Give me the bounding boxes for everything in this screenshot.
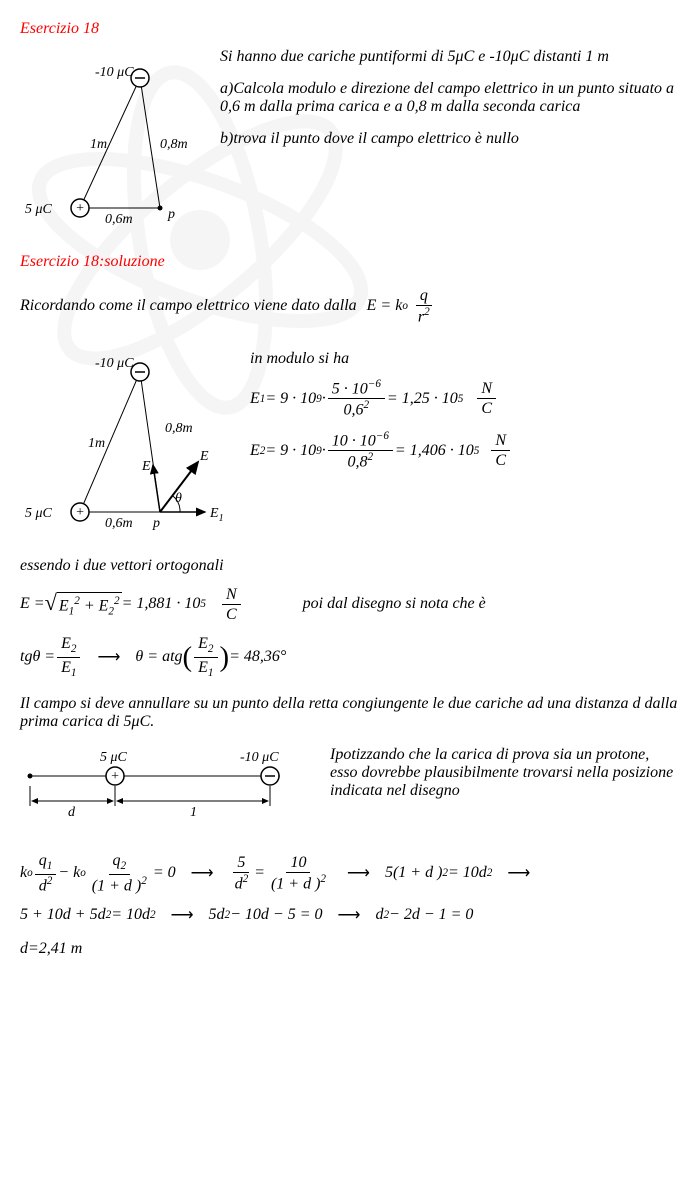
formula-E-frac: q r2 <box>414 286 434 327</box>
arrow-icon: ⟶ <box>171 905 194 925</box>
arrow-icon: ⟶ <box>191 863 214 883</box>
eq-E1: E1 = 9 · 109 · 5 · 10−6 0,62 = 1,25 · 10… <box>250 378 680 420</box>
diagram-1: + -10 μC 5 μC 1m 0,8m 0,6m p <box>20 48 200 233</box>
eq-tan: tgθ = E2 E1 ⟶ θ = atg ( E2 E1 ) = 48,36° <box>20 634 680 680</box>
arrow-icon: ⟶ <box>347 863 370 883</box>
svg-text:0,6m: 0,6m <box>105 516 133 531</box>
svg-text:p: p <box>152 516 160 531</box>
svg-text:+: + <box>75 505 84 520</box>
eq-chain-1: ko q1 d2 − ko q2 (1 + d )2 = 0 ⟶ 5 d2 = … <box>20 851 680 895</box>
exercise-title: Esercizio 18 <box>20 20 680 38</box>
hypothesis-text: Ipotizzando che la carica di prova sia u… <box>330 746 680 800</box>
recall-line: Ricordando come il campo elettrico viene… <box>20 286 680 327</box>
note-text: poi dal disegno si nota che è <box>303 595 486 613</box>
formula-E-sub: o <box>402 300 408 312</box>
svg-text:E2: E2 <box>141 459 156 477</box>
arrow-icon: ⟶ <box>338 905 361 925</box>
svg-text:0,8m: 0,8m <box>165 421 193 436</box>
ortho-text: essendo i due vettori ortogonali <box>20 557 680 575</box>
diagram-2: + -10 μC 5 μC 1m 0,8m 0,6m p E1 E2 E θ <box>20 342 230 537</box>
svg-text:1: 1 <box>190 805 197 820</box>
modulo-block: in modulo si ha E1 = 9 · 109 · 5 · 10−6 … <box>250 342 680 482</box>
point-p: p <box>167 207 175 222</box>
eq-E-magnitude: E = √ E12 + E22 = 1,881 · 105 N C poi da… <box>20 585 680 624</box>
final-answer: d=2,41 m <box>20 940 680 958</box>
formula-E-den: r2 <box>414 306 434 327</box>
side-08m: 0,8m <box>160 137 188 152</box>
problem-statement: Si hanno due cariche puntiformi di 5μC e… <box>220 48 680 162</box>
problem-b: b)trova il punto dove il campo elettrico… <box>220 130 680 148</box>
problem-intro: Si hanno due cariche puntiformi di 5μC e… <box>220 48 680 66</box>
svg-text:-10 μC: -10 μC <box>240 750 279 765</box>
eq-E2: E2 = 9 · 109 · 10 · 10−6 0,82 = 1,406 · … <box>250 430 680 472</box>
svg-text:E: E <box>199 449 209 464</box>
svg-text:5 μC: 5 μC <box>25 506 53 521</box>
solution-title: Esercizio 18:soluzione <box>20 253 680 271</box>
svg-text:+: + <box>75 201 84 216</box>
side-06m: 0,6m <box>105 212 133 227</box>
svg-text:5 μC: 5 μC <box>100 750 128 765</box>
svg-text:d: d <box>68 805 76 820</box>
svg-text:1m: 1m <box>88 436 105 451</box>
svg-text:+: + <box>110 769 119 784</box>
svg-text:E1: E1 <box>209 506 224 524</box>
recall-text: Ricordando come il campo elettrico viene… <box>20 297 357 315</box>
svg-text:-10 μC: -10 μC <box>95 356 134 371</box>
null-field-text: Il campo si deve annullare su un punto d… <box>20 695 680 731</box>
in-modulo-text: in modulo si ha <box>250 350 680 368</box>
arrow-icon: ⟶ <box>97 647 120 667</box>
eq-chain-2: 5 + 10d + 5d2 = 10d2 ⟶ 5d2 − 10d − 5 = 0… <box>20 905 680 925</box>
side-1m: 1m <box>90 137 107 152</box>
q1-label: 5 μC <box>25 202 53 217</box>
q2-label: -10 μC <box>95 65 134 80</box>
arrow-icon: ⟶ <box>507 863 530 883</box>
diagram-3: + 5 μC -10 μC d 1 <box>20 746 310 831</box>
formula-E-lhs: E = k <box>367 297 403 315</box>
formula-E-num: q <box>416 286 432 306</box>
problem-a: a)Calcola modulo e direzione del campo e… <box>220 80 680 116</box>
svg-text:θ: θ <box>175 491 182 506</box>
